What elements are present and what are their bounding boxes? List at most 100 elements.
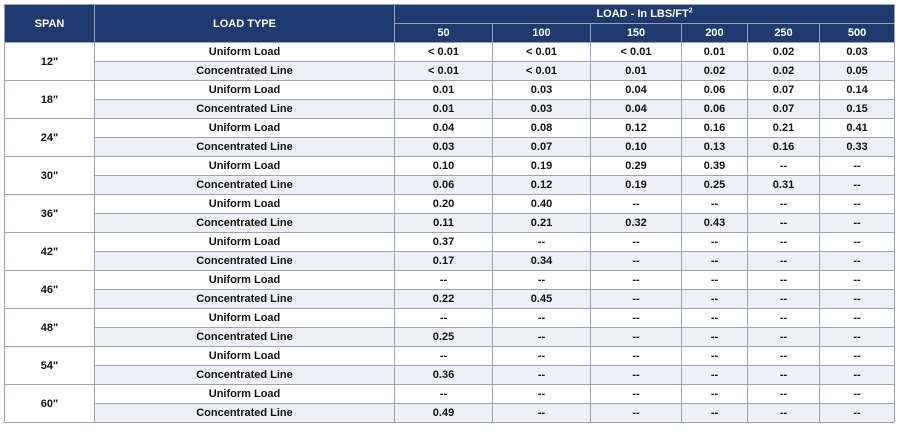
- value-cell: --: [394, 384, 493, 404]
- load-type-cell: Uniform Load: [94, 118, 395, 138]
- table-row: 36" Uniform Load 0.20 0.40 -- -- -- --: [4, 194, 896, 233]
- value-cell: 0.01: [394, 99, 493, 119]
- value-cell: --: [590, 232, 682, 252]
- value-cell: --: [590, 289, 682, 309]
- value-cell: 0.43: [681, 213, 748, 233]
- value-cell: 0.19: [492, 156, 591, 176]
- value-cell: 0.45: [492, 289, 591, 309]
- span-cell: 12": [4, 42, 95, 81]
- value-cell: 0.05: [818, 61, 896, 81]
- load-column-header: 100: [492, 23, 591, 43]
- value-cell: 0.01: [394, 80, 493, 100]
- table-row: Concentrated Line < 0.01 < 0.01 0.01 0.02 0.0…: [5, 61, 896, 81]
- table-row: Concentrated Line 0.22 0.45 -- -- -- --: [5, 289, 896, 309]
- value-cell: --: [492, 384, 591, 404]
- table-row: 30" Uniform Load 0.10 0.19 0.29 0.39 -- --: [4, 156, 896, 195]
- span-cell: 24": [4, 118, 95, 157]
- value-cell: --: [492, 232, 591, 252]
- value-cell: < 0.01: [492, 61, 591, 81]
- value-cell: --: [818, 403, 896, 423]
- value-cell: 0.16: [681, 118, 748, 138]
- table-row: 54" Uniform Load -- -- -- -- -- --: [4, 346, 896, 385]
- load-type-cell: Uniform Load: [94, 346, 395, 366]
- value-cell: 0.29: [590, 156, 682, 176]
- value-cell: --: [681, 270, 748, 290]
- value-cell: 0.06: [681, 99, 748, 119]
- value-cell: 0.17: [394, 251, 493, 271]
- value-cell: --: [681, 346, 748, 366]
- value-cell: 0.37: [394, 232, 493, 252]
- load-type-cell: Concentrated Line: [94, 99, 395, 119]
- value-cell: --: [681, 365, 748, 385]
- value-cell: --: [747, 270, 820, 290]
- value-cell: 0.04: [590, 99, 682, 119]
- value-cell: 0.08: [492, 118, 591, 138]
- table-row: Concentrated Line 0.49 -- -- -- -- --: [5, 403, 896, 423]
- table-row: Concentrated Line 0.17 0.34 -- -- -- --: [5, 251, 896, 271]
- value-cell: 0.01: [590, 61, 682, 81]
- value-cell: --: [492, 270, 591, 290]
- span-cell: 18": [4, 80, 95, 119]
- load-type-cell: Uniform Load: [94, 42, 395, 62]
- load-columns-row: 50 100 150 200 250 500: [5, 23, 896, 43]
- value-cell: 0.34: [492, 251, 591, 271]
- header-row: SPAN LOAD TYPE LOAD - In LBS/FT2: [4, 4, 896, 43]
- load-type-cell: Concentrated Line: [94, 61, 395, 81]
- value-cell: 0.15: [818, 99, 896, 119]
- value-cell: --: [590, 403, 682, 423]
- load-type-cell: Concentrated Line: [94, 365, 395, 385]
- table-row: 60" Uniform Load -- -- -- -- -- --: [4, 384, 896, 423]
- table-row: 42" Uniform Load 0.37 -- -- -- -- --: [4, 232, 896, 271]
- value-cell: 0.12: [492, 175, 591, 195]
- value-cell: --: [681, 327, 748, 347]
- value-cell: < 0.01: [590, 42, 682, 62]
- value-cell: 0.32: [590, 213, 682, 233]
- value-cell: 0.39: [681, 156, 748, 176]
- value-cell: --: [747, 327, 820, 347]
- value-cell: 0.41: [818, 118, 896, 138]
- load-header-label: LOAD - In LBS/FT: [596, 8, 689, 20]
- table-row: 18" Uniform Load 0.01 0.03 0.04 0.06 0.07 0.14: [4, 80, 896, 119]
- value-cell: --: [492, 403, 591, 423]
- value-cell: 0.22: [394, 289, 493, 309]
- value-cell: --: [747, 384, 820, 404]
- table-row: 24" Uniform Load 0.04 0.08 0.12 0.16 0.21 0.41: [4, 118, 896, 157]
- table-row: Concentrated Line 0.36 -- -- -- -- --: [5, 365, 896, 385]
- span-cell: 54": [4, 346, 95, 385]
- value-cell: 0.07: [492, 137, 591, 157]
- value-cell: 0.03: [492, 80, 591, 100]
- value-cell: --: [747, 251, 820, 271]
- value-cell: --: [747, 194, 820, 214]
- load-header-exponent: 2: [688, 7, 693, 15]
- table-row: Concentrated Line 0.06 0.12 0.19 0.25 0.31 --: [5, 175, 896, 195]
- value-cell: --: [681, 251, 748, 271]
- load-column-header: 200: [681, 23, 748, 43]
- value-cell: 0.19: [590, 175, 682, 195]
- value-cell: 0.36: [394, 365, 493, 385]
- value-cell: --: [747, 232, 820, 252]
- value-cell: 0.02: [747, 61, 820, 81]
- load-type-cell: Uniform Load: [94, 156, 395, 176]
- value-cell: --: [492, 346, 591, 366]
- value-cell: 0.21: [747, 118, 820, 138]
- value-cell: --: [747, 213, 820, 233]
- span-cell: 36": [4, 194, 95, 233]
- value-cell: --: [818, 175, 896, 195]
- value-cell: 0.01: [681, 42, 748, 62]
- table-row: Concentrated Line 0.11 0.21 0.32 0.43 -- --: [5, 213, 896, 233]
- value-cell: --: [492, 327, 591, 347]
- table-body: 12" Uniform Load < 0.01 < 0.01 < 0.01 0.01 0.0…: [4, 42, 896, 423]
- value-cell: 0.25: [394, 327, 493, 347]
- load-type-cell: Concentrated Line: [94, 327, 395, 347]
- value-cell: 0.33: [818, 137, 896, 157]
- table-row: Concentrated Line 0.25 -- -- -- -- --: [5, 327, 896, 347]
- value-cell: 0.04: [590, 80, 682, 100]
- value-cell: --: [818, 251, 896, 271]
- value-cell: < 0.01: [394, 42, 493, 62]
- value-cell: --: [747, 365, 820, 385]
- value-cell: --: [818, 327, 896, 347]
- load-type-cell: Uniform Load: [94, 232, 395, 252]
- value-cell: 0.16: [747, 137, 820, 157]
- load-type-cell: Uniform Load: [94, 270, 395, 290]
- value-cell: < 0.01: [394, 61, 493, 81]
